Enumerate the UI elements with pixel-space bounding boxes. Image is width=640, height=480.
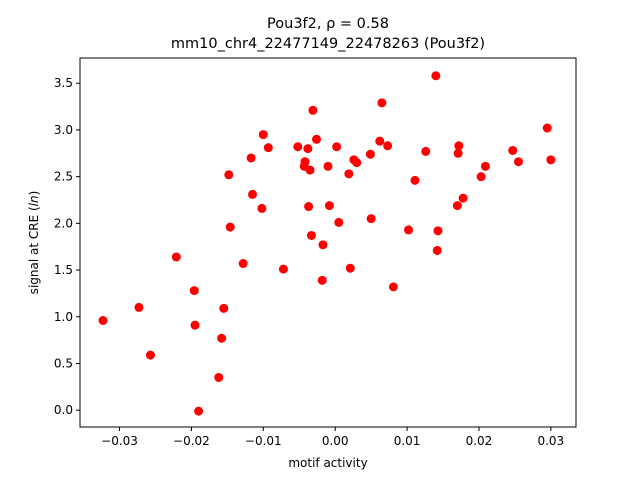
- data-point-24: [305, 165, 315, 175]
- data-point-26: [308, 105, 318, 115]
- chart-title-line1: Pou3f2, ρ = 0.58: [267, 16, 389, 32]
- x-tick-label: −0.01: [245, 434, 282, 448]
- data-point-41: [377, 98, 387, 108]
- data-point-51: [453, 148, 463, 158]
- data-point-6: [194, 406, 204, 416]
- y-tick-label: 2.0: [54, 216, 73, 230]
- data-point-5: [190, 320, 200, 330]
- data-point-28: [317, 275, 327, 285]
- data-point-19: [293, 142, 303, 152]
- x-tick-label: 0.03: [537, 434, 564, 448]
- y-tick-label: 1.0: [54, 310, 73, 324]
- data-point-39: [366, 214, 376, 224]
- y-axis-ticks: 0.0 0.5 1.0 1.5 2.0 2.5 3.0 3.5: [54, 76, 80, 417]
- data-point-21: [300, 157, 310, 167]
- data-point-46: [421, 146, 431, 156]
- x-tick-label: −0.02: [173, 434, 210, 448]
- y-tick-label: 3.0: [54, 123, 73, 137]
- data-point-50: [452, 201, 462, 211]
- data-point-16: [258, 130, 268, 140]
- data-point-44: [404, 225, 414, 235]
- chart-title-line2: mm10_chr4_22477149_22478263 (Pou3f2): [171, 36, 485, 52]
- data-point-8: [217, 333, 227, 343]
- data-point-22: [303, 144, 313, 154]
- y-tick-label: 3.5: [54, 76, 73, 90]
- data-point-10: [224, 170, 234, 180]
- x-tick-label: 0.00: [322, 434, 349, 448]
- y-tick-label: 2.5: [54, 170, 73, 184]
- y-tick-label: 0.0: [54, 403, 73, 417]
- data-point-3: [171, 252, 181, 262]
- x-axis-label: motif activity: [288, 456, 367, 470]
- data-point-37: [352, 158, 362, 168]
- data-point-11: [225, 222, 235, 232]
- data-point-35: [345, 263, 355, 273]
- data-point-34: [344, 169, 354, 179]
- data-point-42: [383, 141, 393, 151]
- data-point-29: [318, 240, 328, 250]
- data-point-18: [278, 264, 288, 274]
- data-point-59: [546, 155, 556, 165]
- data-point-38: [365, 149, 375, 159]
- data-point-56: [508, 145, 518, 155]
- data-point-12: [238, 259, 248, 269]
- data-point-43: [388, 282, 398, 292]
- y-axis-label: signal at CRE (ln): [27, 191, 41, 295]
- data-point-9: [219, 303, 229, 313]
- data-point-47: [431, 71, 441, 81]
- data-point-45: [410, 175, 420, 185]
- data-point-17: [263, 143, 273, 153]
- data-point-31: [324, 201, 334, 211]
- x-tick-label: −0.03: [101, 434, 138, 448]
- data-point-1: [134, 302, 144, 312]
- data-point-57: [513, 157, 523, 167]
- data-point-4: [189, 286, 199, 296]
- data-point-52: [454, 141, 464, 151]
- y-tick-label: 0.5: [54, 356, 73, 370]
- data-point-30: [323, 161, 333, 171]
- x-tick-label: 0.01: [394, 434, 421, 448]
- data-point-27: [312, 134, 321, 144]
- data-point-40: [375, 136, 385, 146]
- x-axis-ticks: −0.03 −0.02 −0.01 0.00 0.01 0.02 0.03: [101, 427, 564, 448]
- x-tick-label: 0.02: [466, 434, 493, 448]
- data-point-0: [98, 316, 108, 325]
- data-point-48: [432, 245, 442, 255]
- plot-area-frame: [79, 57, 577, 428]
- data-point-32: [332, 142, 342, 152]
- data-point-25: [306, 230, 316, 240]
- data-point-55: [480, 161, 490, 171]
- data-point-53: [458, 193, 468, 203]
- data-point-2: [145, 350, 155, 360]
- data-point-23: [304, 202, 314, 212]
- data-point-49: [433, 226, 443, 236]
- data-point-33: [334, 217, 344, 227]
- data-point-13: [246, 153, 256, 163]
- data-point-15: [257, 203, 267, 213]
- data-point-14: [248, 189, 258, 199]
- data-point-7: [214, 372, 224, 382]
- data-point-54: [476, 172, 486, 182]
- data-point-58: [542, 123, 552, 133]
- data-points: [98, 71, 556, 416]
- y-tick-label: 1.5: [54, 263, 73, 277]
